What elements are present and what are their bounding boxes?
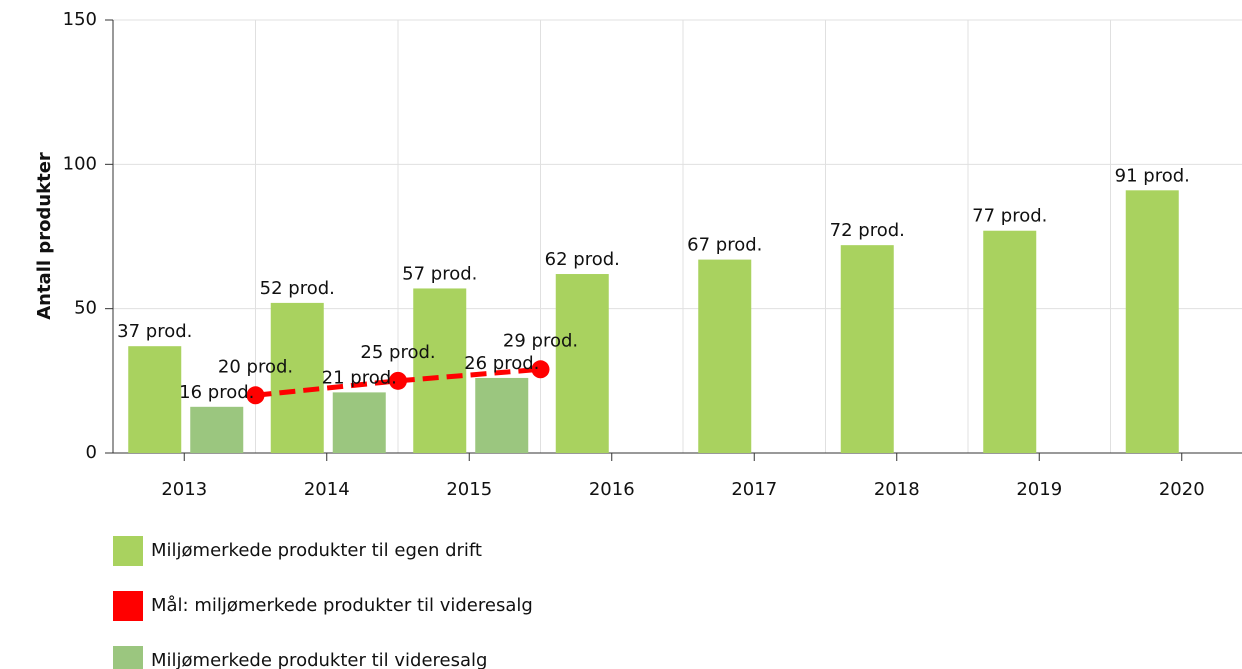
legend-label: Miljømerkede produkter til egen drift [151,540,482,561]
bar [698,259,752,453]
data-label: 25 prod. [360,342,435,363]
line-marker [531,360,550,379]
legend-swatch [113,536,143,566]
line-marker [246,386,265,405]
x-tick-label: 2016 [589,479,635,500]
bar [190,406,244,453]
data-label: 67 prod. [687,235,762,256]
line-marker [389,371,407,390]
data-label: 16 prod. [179,382,254,403]
x-tick-label: 2014 [304,479,350,500]
bar [475,377,529,453]
bar [1125,190,1179,453]
data-label: 77 prod. [972,206,1047,227]
data-label: 62 prod. [545,249,620,270]
bar [332,392,386,453]
legend-label: Mål: miljømerkede produkter til videresa… [151,595,533,616]
data-label: 21 prod. [322,367,397,388]
data-label: 72 prod. [830,220,905,241]
y-axis-label: Antall produkter [34,152,55,320]
bar [270,302,324,453]
legend-swatch [113,591,143,621]
bar [555,274,609,453]
bar [413,288,467,453]
y-tick-label: 150 [63,9,97,30]
data-label: 91 prod. [1115,165,1190,186]
x-tick-label: 2013 [161,479,207,500]
bar [128,346,182,453]
data-label: 52 prod. [260,278,335,299]
data-label: 57 prod. [402,263,477,284]
data-label: 26 prod. [464,353,539,374]
x-tick-label: 2018 [874,479,920,500]
bar [983,230,1037,453]
data-label: 20 prod. [218,356,293,377]
y-tick-label: 0 [86,442,97,463]
legend-label: Miljømerkede produkter til videresalg [151,650,487,669]
x-tick-label: 2017 [731,479,777,500]
data-label: 37 prod. [117,321,192,342]
x-tick-label: 2015 [446,479,492,500]
y-tick-label: 50 [74,298,97,319]
x-tick-label: 2020 [1159,479,1205,500]
y-tick-label: 100 [63,153,97,174]
x-tick-label: 2019 [1016,479,1062,500]
bar [840,245,894,453]
data-label: 29 prod. [503,330,578,351]
legend-swatch [113,646,143,669]
